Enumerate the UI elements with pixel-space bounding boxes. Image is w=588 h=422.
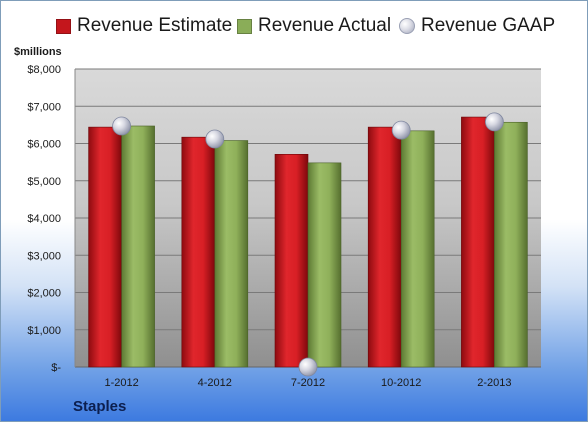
y-tick-label: $4,000 bbox=[27, 213, 61, 225]
y-tick-label: $8,000 bbox=[27, 64, 61, 76]
bar-revenue-actual bbox=[307, 162, 342, 368]
legend-swatch-estimate bbox=[56, 18, 71, 34]
marker-revenue-gaap bbox=[484, 112, 504, 132]
y-axis-unit-label: $millions bbox=[14, 46, 62, 58]
marker-revenue-gaap bbox=[298, 357, 318, 377]
bar-revenue-actual bbox=[400, 130, 435, 368]
company-name: Staples bbox=[73, 398, 127, 415]
marker-revenue-gaap bbox=[391, 120, 411, 140]
bar-revenue-estimate bbox=[274, 154, 309, 368]
legend-item-gaap: Revenue GAAP bbox=[399, 15, 555, 37]
bar-revenue-estimate bbox=[461, 116, 495, 368]
x-tick-label: 1-2012 bbox=[104, 377, 138, 389]
legend-swatch-actual bbox=[237, 18, 252, 34]
bar-revenue-estimate bbox=[181, 136, 216, 368]
y-tick-label: $- bbox=[51, 362, 61, 374]
legend-label-estimate: Revenue Estimate bbox=[77, 15, 233, 36]
bar-revenue-actual bbox=[214, 140, 249, 368]
marker-revenue-gaap bbox=[205, 129, 225, 149]
legend-label-actual: Revenue Actual bbox=[258, 15, 392, 36]
y-tick-label: $2,000 bbox=[27, 288, 61, 300]
bar-revenue-actual bbox=[494, 121, 528, 368]
legend-marker-gaap bbox=[399, 18, 415, 34]
x-tick-label: 10-2012 bbox=[381, 377, 421, 389]
y-tick-label: $5,000 bbox=[27, 176, 61, 188]
y-tick-label: $7,000 bbox=[27, 101, 61, 113]
x-tick-label: 7-2012 bbox=[291, 377, 325, 389]
legend-item-actual: Revenue Actual bbox=[237, 15, 391, 37]
bar-revenue-estimate bbox=[88, 126, 122, 368]
x-tick-label: 2-2013 bbox=[477, 377, 511, 389]
legend-label-gaap: Revenue GAAP bbox=[421, 15, 556, 36]
legend-item-estimate: Revenue Estimate bbox=[56, 15, 232, 37]
y-tick-label: $6,000 bbox=[27, 139, 61, 151]
bar-revenue-estimate bbox=[367, 126, 402, 368]
y-tick-label: $1,000 bbox=[27, 325, 61, 337]
y-tick-label: $3,000 bbox=[27, 250, 61, 262]
x-tick-label: 4-2012 bbox=[198, 377, 232, 389]
bar-revenue-actual bbox=[121, 125, 155, 368]
chart-legend: Revenue Estimate Revenue Actual Revenue … bbox=[1, 15, 588, 41]
marker-revenue-gaap bbox=[112, 116, 131, 136]
